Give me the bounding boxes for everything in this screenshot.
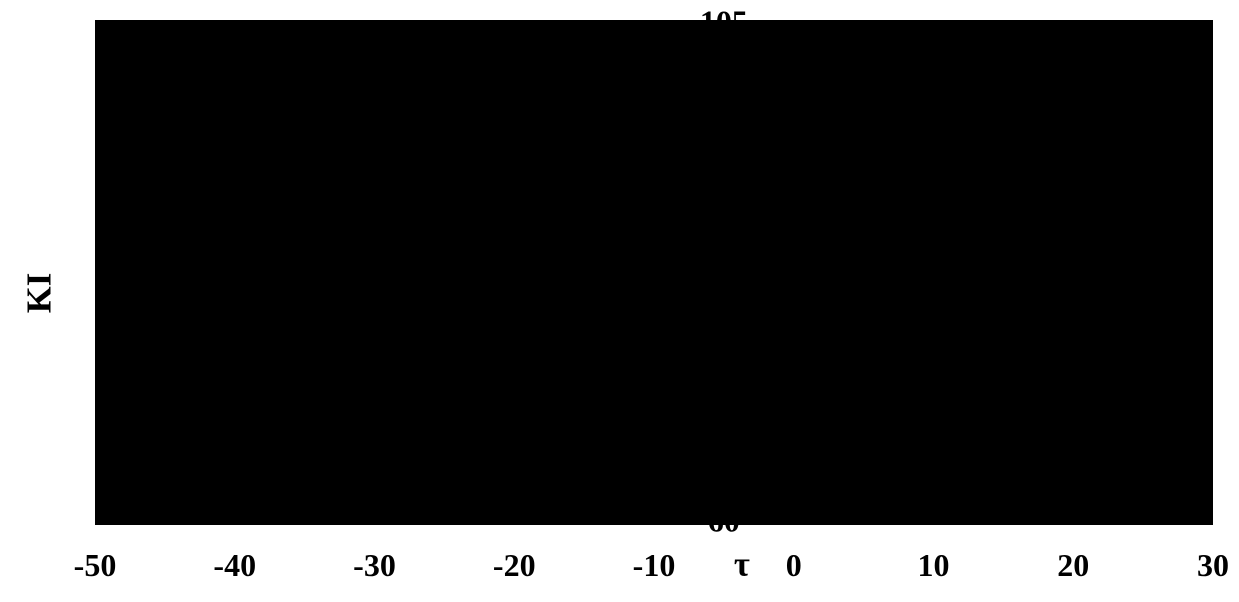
x-axis-label: τ [734,546,750,585]
x-tick-label: 20 [1057,547,1089,584]
x-tick-label: 30 [1197,547,1229,584]
x-tick-label: -50 [74,547,117,584]
chart-figure: KI τ -50-40-30-20-100102030 60105 ···· [0,0,1239,602]
x-tick-label: -10 [633,547,676,584]
x-tick-label: -30 [353,547,396,584]
x-tick-label: 10 [918,547,950,584]
x-tick-label: -20 [493,547,536,584]
plot-area [95,20,1213,525]
y-tick-label: 105 [700,4,748,41]
y-tick-label: 60 [708,503,740,540]
y-axis-label: KI [21,272,60,312]
x-tick-label: 0 [786,547,802,584]
x-tick-label: -40 [213,547,256,584]
